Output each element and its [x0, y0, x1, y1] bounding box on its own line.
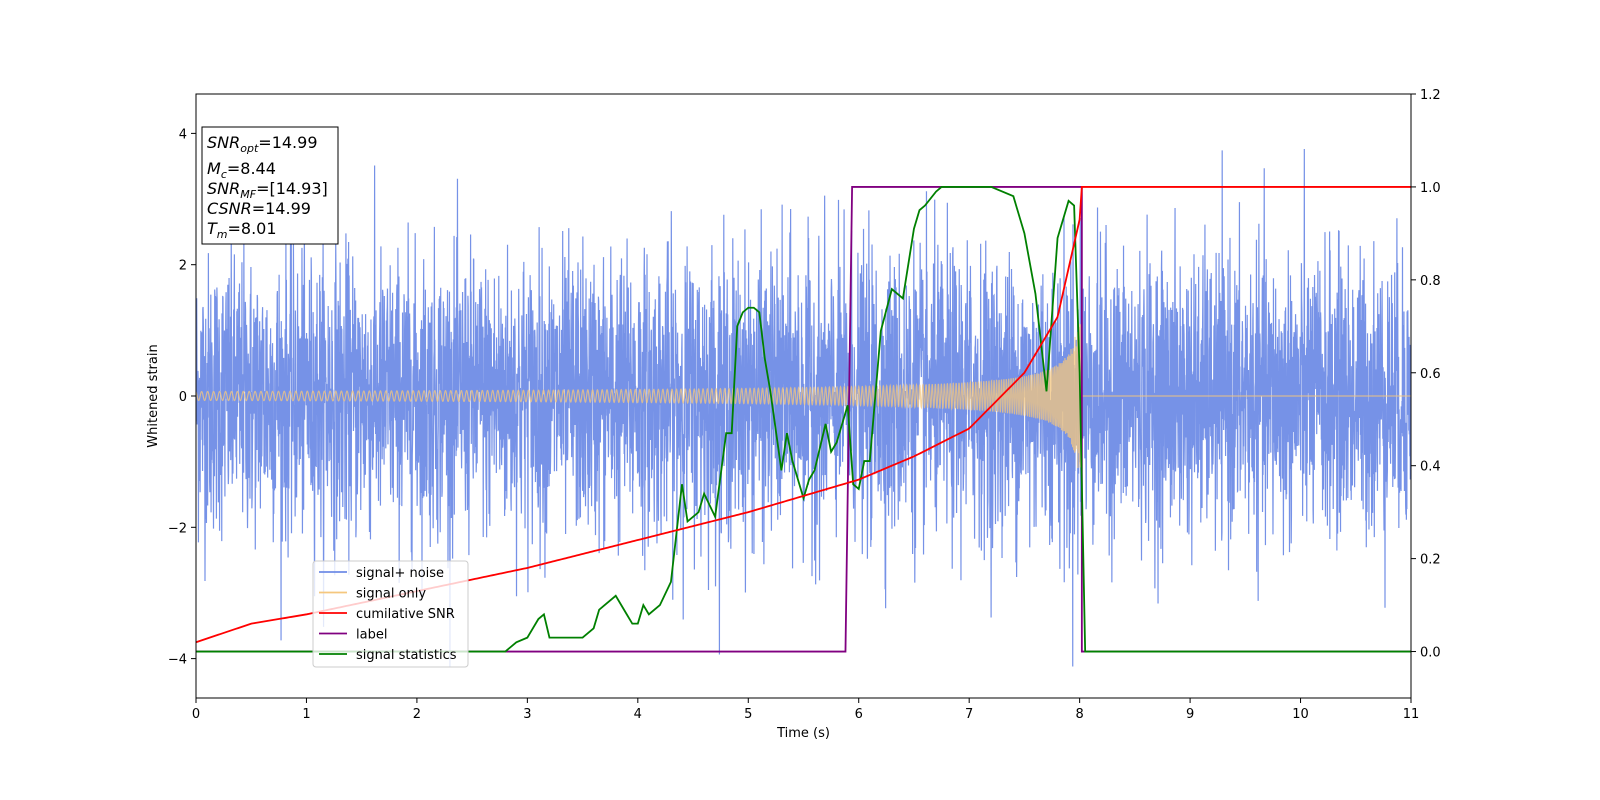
x-axis-label: Time (s): [776, 726, 830, 741]
y-left-tick-label: 0: [179, 390, 187, 405]
y-axis-left: −4 −2 0 2 4: [168, 127, 196, 668]
legend-label: signal only: [356, 587, 426, 602]
x-tick-label: 4: [634, 707, 642, 722]
series-signal-statistics: [196, 186, 1411, 653]
legend-label: signal+ noise: [356, 566, 444, 581]
y-left-tick-label: −4: [168, 653, 187, 668]
y-right-tick-label: 0.4: [1420, 460, 1441, 475]
legend-frame: [312, 560, 469, 668]
x-tick-label: 3: [523, 707, 531, 722]
y-right-tick-label: 0.8: [1420, 274, 1441, 289]
y-right-tick-label: 0.2: [1420, 553, 1441, 568]
x-axis: 0 1 2 3 4 5 6 7 8 9 10 11: [192, 698, 1419, 722]
info-box-line: Tm=8.01: [207, 219, 277, 241]
x-tick-label: 5: [744, 707, 752, 722]
x-tick-label: 0: [192, 707, 200, 722]
legend-label: cumilative SNR: [356, 607, 455, 622]
y-right-tick-label: 1.2: [1420, 88, 1441, 103]
legend: signal+ noise signal only cumilative SNR la…: [312, 560, 469, 668]
x-tick-label: 9: [1186, 707, 1194, 722]
info-box-line: SNRMF=[14.93]: [207, 179, 328, 201]
x-tick-label: 8: [1075, 707, 1083, 722]
y-left-tick-label: 4: [179, 127, 187, 142]
info-box-line: CSNR=14.99: [207, 199, 311, 218]
info-box-line: Mc=8.44: [207, 159, 276, 181]
y-right-tick-label: 0.6: [1420, 367, 1441, 382]
info-box-line: SNRopt=14.99: [207, 133, 318, 155]
x-tick-label: 7: [965, 707, 973, 722]
legend-label: signal statistics: [356, 648, 457, 663]
y-axis-right: 0.0 0.2 0.4 0.6 0.8 1.0 1.2: [1411, 88, 1441, 661]
legend-label: label: [356, 628, 387, 643]
y-left-tick-label: −2: [168, 521, 187, 536]
x-tick-label: 6: [855, 707, 863, 722]
x-tick-label: 10: [1292, 707, 1309, 722]
y-left-tick-label: 2: [179, 259, 187, 274]
info-box-frame: [201, 126, 339, 245]
x-tick-label: 11: [1403, 707, 1420, 722]
series-signal-only: [196, 323, 1411, 468]
plot-area: [196, 148, 1411, 667]
y-axis-label: Whitened strain: [146, 344, 161, 447]
x-tick-label: 2: [413, 707, 421, 722]
y-right-tick-label: 1.0: [1420, 181, 1441, 196]
info-box: SNRopt=14.99 Mc=8.44SNRMF=[14.93]CSNR=14.…: [201, 126, 339, 245]
y-right-tick-label: 0.0: [1420, 646, 1441, 661]
x-tick-label: 1: [302, 707, 310, 722]
